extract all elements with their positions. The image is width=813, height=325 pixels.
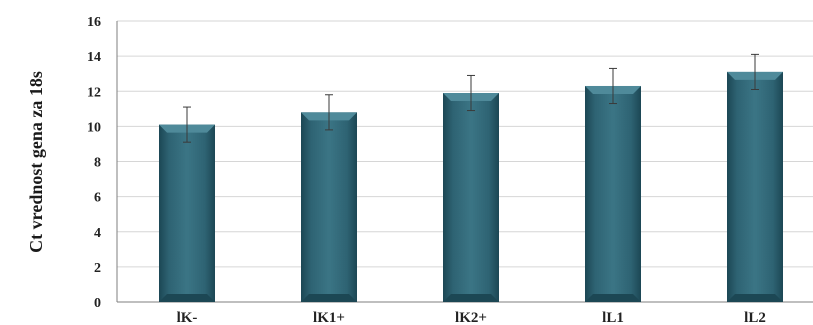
x-category-label: lK2+ [455,310,487,325]
bar-base [159,294,215,302]
bar-base [585,294,641,302]
bar-body [443,93,499,302]
bar [443,93,499,302]
error-bar [751,53,759,90]
bar-base [443,294,499,302]
bar-body [159,124,215,303]
x-category-label: lL1 [602,310,624,325]
y-axis-title: Ct vrednost gena za 18s [26,71,46,253]
y-tick-label: 16 [87,15,101,30]
error-bars [183,53,759,143]
y-tick-label: 4 [94,226,101,241]
error-bar [325,94,333,131]
bar-body [727,71,783,303]
error-bar [183,106,191,143]
bar [585,85,641,302]
bar-body [585,85,641,302]
bar-body [301,112,357,302]
bar-base [301,294,357,302]
y-tick-label: 10 [87,120,101,135]
y-tick-label: 12 [87,85,101,100]
bars [159,71,783,303]
bar-base [727,294,783,302]
x-category-label: lL2 [744,310,766,325]
y-tick-label: 8 [94,156,101,171]
error-bar [609,67,617,105]
bar [727,71,783,303]
y-tick-label: 0 [94,296,101,311]
x-category-label: lK1+ [313,310,345,325]
x-category-labels: lK-lK1+ lK2+ lL1 lL2 [177,310,766,325]
y-tick-labels: 0 2 4 6 8 10 12 14 16 [87,15,101,311]
x-category-label: lK- [177,310,198,325]
y-tick-label: 6 [94,191,101,206]
error-bar [467,74,475,112]
y-tick-label: 2 [94,261,101,276]
y-tick-label: 14 [87,50,101,65]
bar [159,124,215,303]
bar [301,112,357,302]
